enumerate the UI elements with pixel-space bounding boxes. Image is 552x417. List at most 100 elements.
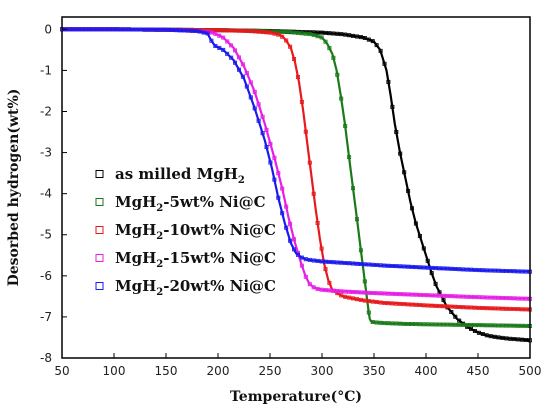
data-point	[386, 301, 391, 306]
data-point	[252, 106, 257, 111]
data-point	[417, 292, 422, 297]
data-point	[103, 27, 108, 32]
data-point	[350, 33, 355, 38]
data-point	[402, 170, 407, 175]
data-point	[492, 306, 497, 311]
data-point	[508, 296, 513, 301]
data-point	[291, 247, 296, 252]
data-point	[437, 293, 442, 298]
data-point	[413, 292, 418, 297]
data-point	[91, 27, 96, 32]
x-tick-label: 50	[54, 364, 69, 378]
data-point	[500, 306, 505, 311]
y-axis-title: Desorbed hydrogen(wt%)	[6, 89, 22, 287]
data-point	[437, 304, 442, 309]
data-point	[480, 268, 485, 273]
legend-label: MgH2-10wt% Ni@C	[115, 221, 276, 242]
data-point	[229, 55, 234, 60]
data-point	[457, 304, 462, 309]
data-point	[512, 306, 517, 311]
data-point	[465, 305, 470, 310]
data-point	[240, 74, 245, 79]
data-point	[307, 257, 312, 262]
data-point	[358, 297, 363, 302]
data-point	[248, 95, 253, 100]
data-point	[244, 84, 249, 89]
data-point	[284, 225, 289, 230]
y-axis: 0 -1 -2 -3 -4 -5 -6 -7 -8	[40, 22, 67, 365]
data-point	[449, 309, 454, 314]
data-point	[311, 32, 316, 37]
data-point	[299, 31, 304, 36]
data-point	[461, 294, 466, 299]
data-point	[512, 323, 517, 328]
data-point	[370, 319, 375, 324]
data-point	[500, 268, 505, 273]
data-point	[429, 265, 434, 270]
data-point	[504, 323, 509, 328]
x-axis: 50 100 150 200 250 300 350 400 450 500	[54, 353, 541, 378]
data-point	[468, 322, 473, 327]
data-point	[370, 39, 375, 44]
data-point	[409, 321, 414, 326]
data-point	[213, 28, 218, 33]
data-point	[225, 51, 230, 56]
data-point	[339, 289, 344, 294]
data-point	[331, 55, 336, 60]
data-point	[174, 28, 179, 33]
data-point	[221, 47, 226, 52]
data-point	[295, 30, 300, 35]
data-point	[343, 294, 348, 299]
data-point	[390, 301, 395, 306]
y-tick-label: -7	[40, 310, 52, 324]
x-tick-label: 400	[415, 364, 438, 378]
y-tick-label: -8	[40, 351, 52, 365]
data-point	[480, 305, 485, 310]
data-point	[347, 261, 352, 266]
data-point	[370, 299, 375, 304]
data-point	[323, 259, 328, 264]
data-point	[421, 246, 426, 251]
data-point	[472, 305, 477, 310]
series-line	[62, 28, 531, 273]
legend-label: MgH2-15wt% Ni@C	[115, 249, 276, 270]
data-point	[315, 30, 320, 35]
data-point	[339, 96, 344, 101]
legend-label: MgH2-5wt% Ni@C	[115, 193, 266, 214]
data-point	[433, 293, 438, 298]
data-point	[394, 129, 399, 134]
data-point	[339, 32, 344, 37]
data-point	[217, 45, 222, 50]
data-point	[468, 267, 473, 272]
data-point	[280, 211, 285, 216]
data-point	[232, 28, 237, 33]
data-point	[406, 321, 411, 326]
data-point	[264, 127, 269, 132]
data-point	[417, 265, 422, 270]
data-point	[248, 29, 253, 34]
data-point	[158, 27, 163, 32]
data-point	[225, 28, 230, 33]
data-point	[374, 320, 379, 325]
y-tick-label: -1	[40, 63, 52, 77]
data-point	[303, 129, 308, 134]
data-point	[378, 300, 383, 305]
data-point	[111, 27, 116, 32]
data-point	[429, 293, 434, 298]
data-point	[327, 288, 332, 293]
data-point	[122, 27, 127, 32]
data-point	[339, 293, 344, 298]
data-point	[421, 322, 426, 327]
data-point	[366, 310, 371, 315]
data-point	[343, 289, 348, 294]
data-point	[457, 322, 462, 327]
data-point	[413, 322, 418, 327]
data-point	[323, 267, 328, 272]
data-point	[256, 118, 261, 123]
data-point	[386, 321, 391, 326]
data-point	[154, 27, 159, 32]
data-point	[295, 75, 300, 80]
data-point	[453, 266, 458, 271]
data-point	[480, 295, 485, 300]
data-point	[350, 296, 355, 301]
